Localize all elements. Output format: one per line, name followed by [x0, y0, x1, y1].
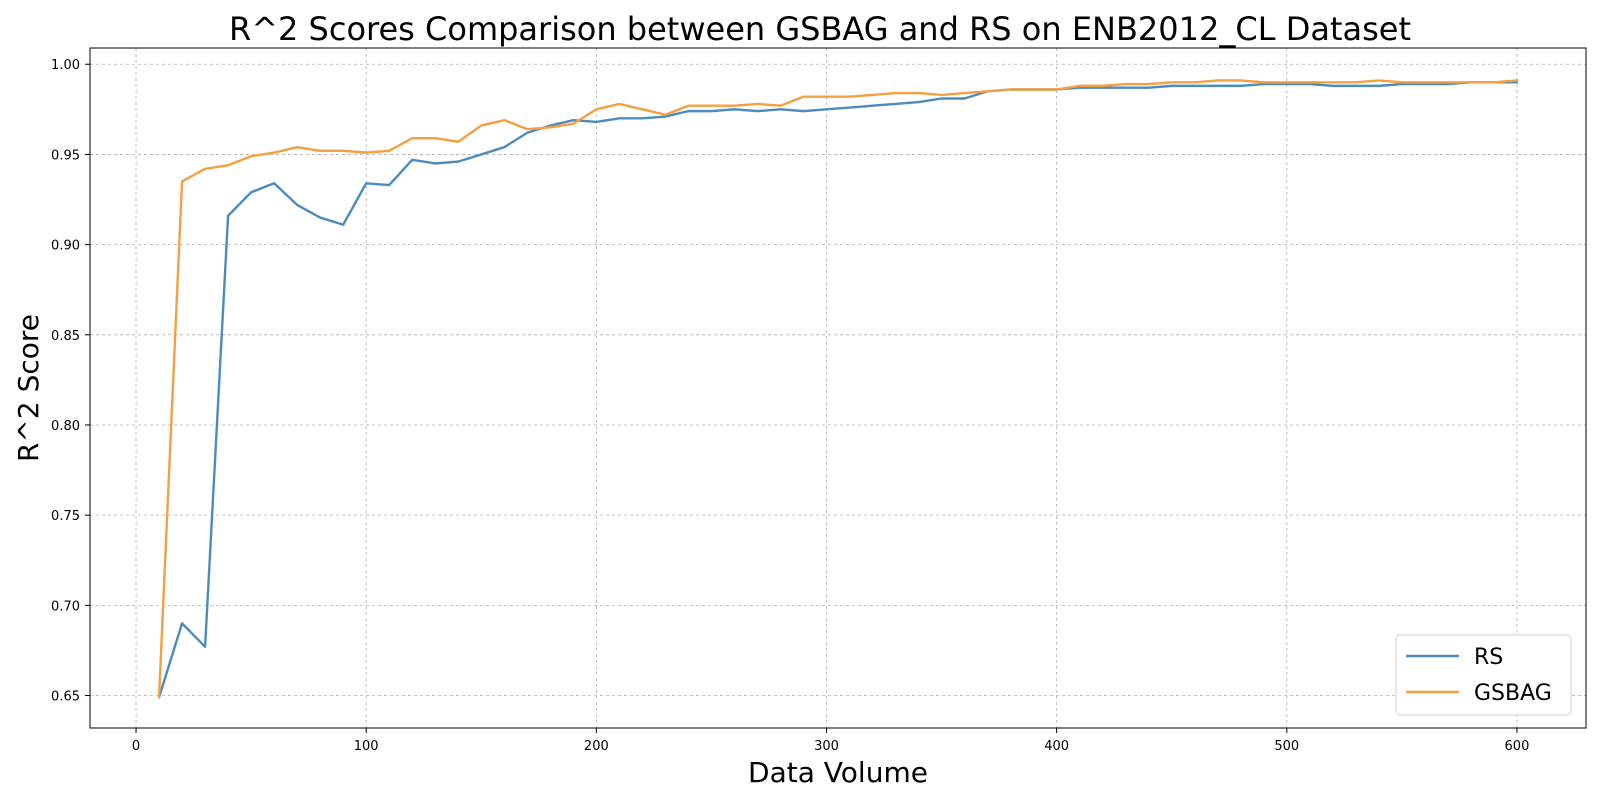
grid-layer — [90, 48, 1586, 728]
x-tick-label: 100 — [354, 739, 379, 754]
series-line-gsbag — [157, 79, 1519, 699]
y-tick-label: 0.80 — [51, 419, 80, 434]
y-axis-label: R^2 Score — [12, 314, 45, 462]
chart-title: R^2 Scores Comparison between GSBAG and … — [229, 10, 1411, 48]
y-tick-label: 0.70 — [51, 599, 80, 614]
x-tick-label: 300 — [814, 739, 839, 754]
y-tick-label: 0.85 — [51, 329, 80, 344]
plot-area-frame — [89, 47, 1587, 729]
x-tick-label: 500 — [1274, 739, 1299, 754]
x-tick-label: 0 — [132, 739, 140, 754]
series-line-rs — [157, 81, 1519, 699]
y-tick-label: 0.95 — [51, 148, 80, 163]
x-tick-label: 200 — [584, 739, 609, 754]
series-layer — [157, 79, 1519, 699]
x-tick-label: 600 — [1505, 739, 1530, 754]
ticks-layer: 0 100 200 300 400 500 600 0.65 0.70 0.75 0.80 0.85 0… — [51, 58, 1529, 754]
x-axis-label: Data Volume — [748, 756, 928, 789]
y-tick-label: 0.65 — [51, 690, 80, 705]
legend: RS GSBAG — [1395, 634, 1572, 716]
y-tick-label: 0.90 — [51, 239, 80, 254]
legend-label-rs: RS — [1474, 645, 1503, 670]
x-tick-label: 400 — [1044, 739, 1069, 754]
y-tick-label: 0.75 — [51, 509, 80, 524]
y-tick-label: 1.00 — [51, 58, 80, 73]
legend-label-gsbag: GSBAG — [1474, 681, 1552, 706]
